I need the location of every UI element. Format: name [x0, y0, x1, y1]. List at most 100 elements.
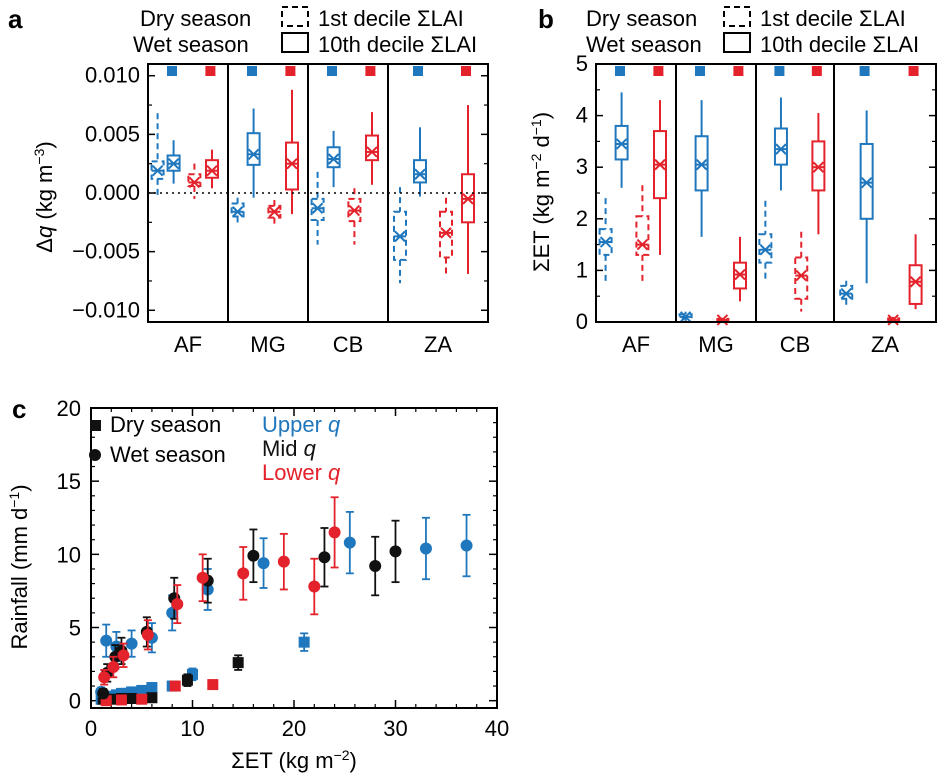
wet-point-mid — [97, 687, 110, 700]
wet-marker — [318, 551, 331, 564]
box-mg-dry-d1 — [267, 200, 282, 228]
panel-a-ylabel: Δq (kg m−3) — [31, 141, 57, 252]
wet-point-upper — [257, 537, 270, 589]
panel-c-legend-wet: Wet season — [110, 442, 226, 467]
dry-season-marker — [653, 66, 664, 76]
panel-b-dividers — [675, 64, 835, 322]
site-label-za: ZA — [871, 332, 899, 357]
panel-a-site-labels: AF MG CB ZA — [167, 66, 471, 357]
y-tick-label: 0.005 — [85, 121, 140, 146]
box-body — [694, 135, 709, 192]
dry-point-lower — [136, 693, 148, 705]
box-cb-dry-d10 — [365, 112, 379, 185]
wet-season-marker — [774, 66, 785, 76]
box-cb-dry-d10 — [811, 113, 826, 235]
box-mg-dry-d10 — [285, 89, 299, 215]
site-label-mg: MG — [250, 332, 285, 357]
box-body — [859, 142, 874, 220]
y-tick-label: 0 — [576, 309, 588, 334]
box-za-dry-d10 — [908, 234, 923, 310]
wet-point-lower — [328, 496, 341, 569]
panel-c-legend-lower: Lower q — [262, 460, 341, 485]
y-tick-label: 4 — [576, 103, 588, 128]
dry-marker — [136, 693, 148, 705]
box-body — [908, 264, 923, 305]
wet-season-marker — [247, 66, 257, 76]
dry-marker — [169, 680, 181, 692]
wet-season-marker — [859, 66, 870, 76]
dry-marker — [115, 694, 127, 706]
wet-marker — [257, 557, 270, 570]
dry-marker — [232, 657, 244, 669]
site-label-af: AF — [622, 332, 650, 357]
panel-c-legend-wet-marker — [89, 449, 101, 461]
wet-point-upper — [125, 629, 138, 658]
wet-marker — [343, 536, 356, 549]
wet-marker — [98, 671, 111, 684]
wet-marker — [125, 637, 138, 650]
dry-marker — [146, 682, 158, 694]
box-za-dry-d10 — [461, 105, 475, 274]
box-cb-wet-d1 — [758, 200, 773, 281]
panel-c-ylabel: Rainfall (mm d−1) — [6, 484, 32, 649]
wet-point-lower — [98, 669, 111, 686]
box-body — [773, 127, 788, 166]
box-body — [758, 233, 773, 264]
y-tick-label: 15 — [57, 469, 81, 494]
wet-point-lower — [117, 642, 130, 668]
wet-point-lower — [237, 546, 250, 601]
wet-marker — [419, 542, 432, 555]
wet-marker — [166, 606, 179, 619]
panel-c: c Rainfall (mm d−1) ΣET (kg m−2) 0 10 20 30… — [6, 394, 509, 773]
dry-point-upper — [146, 682, 158, 694]
box-af-dry-d1 — [635, 185, 650, 284]
x-tick-label: 0 — [85, 716, 97, 741]
panel-c-legend-dry: Dry season — [110, 412, 221, 437]
wet-point-lower — [277, 532, 290, 591]
box-body — [811, 140, 826, 192]
box-cb-dry-d1 — [794, 231, 809, 312]
dry-marker — [126, 692, 138, 704]
box-mg-wet-d1 — [230, 197, 245, 226]
panel-c-letter: c — [12, 394, 26, 424]
site-label-cb: CB — [780, 332, 811, 357]
dry-point-lower — [115, 694, 127, 706]
wet-marker — [247, 549, 260, 562]
panel-c-xlabel: ΣET (kg m−2) — [231, 747, 357, 773]
panel-b-ticks: 0 1 2 3 4 5 — [576, 51, 936, 334]
box-body — [310, 197, 325, 221]
wet-point-upper — [343, 511, 356, 575]
box-af-wet-d10 — [614, 92, 629, 188]
box-body — [614, 124, 629, 161]
dry-point-mid — [146, 692, 158, 704]
box-mg-dry-d1 — [715, 314, 730, 326]
dry-marker — [146, 692, 158, 704]
box-body — [635, 215, 650, 256]
box-cb-wet-d10 — [326, 130, 341, 188]
wet-point-upper — [100, 623, 113, 658]
wet-marker — [97, 687, 110, 700]
dry-point-mid — [126, 692, 138, 704]
box-body — [285, 141, 299, 191]
panel-a-legend-dry: Dry season — [140, 6, 251, 31]
dry-marker — [187, 668, 198, 680]
box-af-dry-d1 — [187, 163, 202, 199]
wet-marker — [460, 539, 473, 552]
dry-marker — [298, 636, 310, 648]
box-mg-wet-d10 — [694, 100, 709, 237]
panel-b-boxes — [598, 92, 923, 326]
box-body — [439, 210, 453, 259]
wet-point-mid — [389, 519, 402, 584]
wet-marker — [107, 661, 120, 674]
dry-marker — [126, 686, 138, 698]
wet-marker — [237, 567, 250, 580]
y-tick-label: 0.000 — [85, 180, 140, 205]
dry-point-mid — [232, 654, 244, 671]
panel-c-legend-mid: Mid q — [262, 436, 317, 461]
box-body — [733, 261, 747, 290]
dry-point-upper — [298, 632, 310, 652]
y-tick-label: −0.005 — [72, 239, 140, 264]
x-tick-label: 10 — [180, 716, 204, 741]
panel-c-ticks: 0 10 20 30 40 0 5 10 15 20 — [57, 396, 510, 741]
wet-marker — [196, 571, 209, 584]
